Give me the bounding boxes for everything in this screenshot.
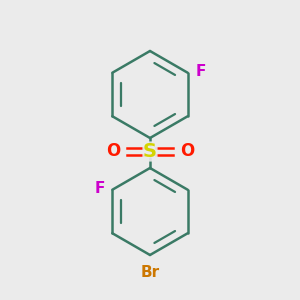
Text: S: S: [143, 142, 157, 161]
Text: F: F: [195, 64, 206, 79]
Text: Br: Br: [140, 265, 160, 280]
Text: O: O: [180, 142, 194, 160]
Text: F: F: [94, 181, 105, 196]
Text: O: O: [106, 142, 120, 160]
